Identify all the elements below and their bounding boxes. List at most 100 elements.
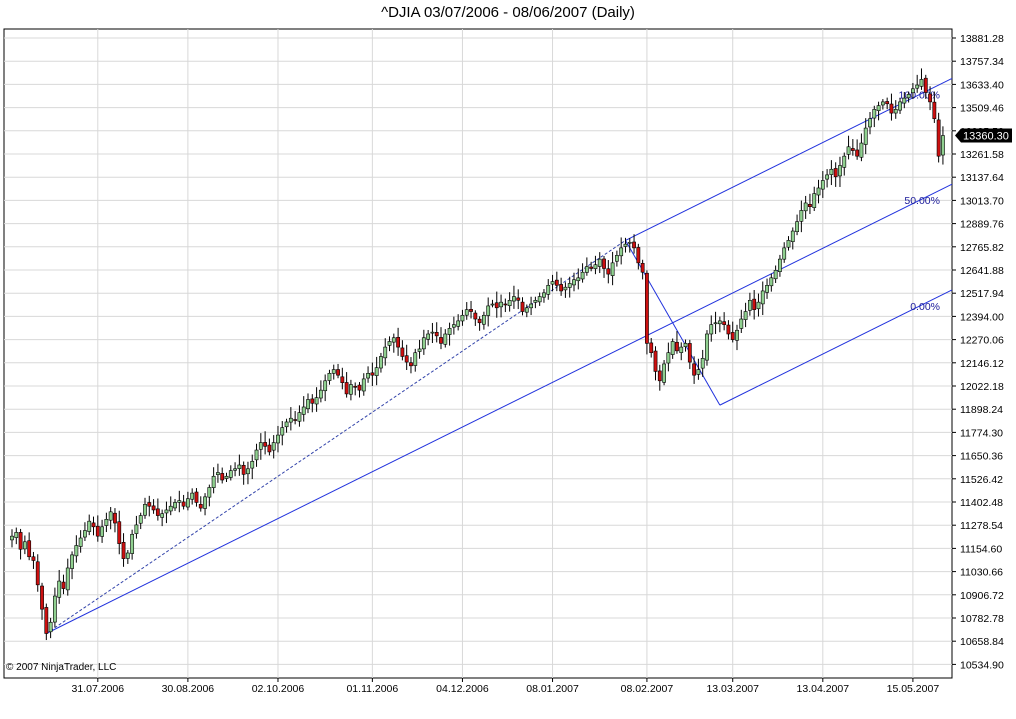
- y-tick-label: 13509.46: [960, 103, 1004, 115]
- candle-body: [323, 380, 328, 392]
- candle-body: [520, 301, 525, 312]
- candle-body: [589, 266, 594, 269]
- candle-body: [349, 384, 353, 395]
- candle-body: [747, 300, 752, 311]
- candle-body: [868, 118, 872, 128]
- candle-body: [104, 519, 109, 526]
- candle-body: [765, 285, 769, 293]
- dashed-trendline: [46, 239, 626, 634]
- candle-body: [27, 540, 32, 558]
- candle-body: [151, 505, 156, 511]
- copyright-text: © 2007 NinjaTrader, LLC: [6, 662, 117, 673]
- candle-body: [850, 148, 855, 151]
- y-tick-label: 13013.70: [960, 195, 1004, 207]
- candle-body: [400, 347, 405, 357]
- candle-body: [421, 337, 426, 350]
- candle-body: [486, 305, 491, 316]
- candle-body: [898, 101, 902, 111]
- candle-body: [576, 277, 581, 282]
- candle-body: [306, 399, 310, 410]
- candle-body: [168, 505, 173, 512]
- candle-body: [477, 318, 482, 324]
- trendline: [46, 239, 626, 634]
- y-tick-label: 10782.78: [960, 613, 1004, 625]
- candle-body: [490, 303, 495, 306]
- candle-body: [816, 187, 821, 196]
- candle-body: [327, 373, 332, 381]
- x-tick-label: 30.08.2006: [162, 683, 215, 695]
- candle-body: [22, 541, 27, 550]
- y-tick-label: 12765.82: [960, 242, 1004, 254]
- candle-body: [271, 442, 276, 451]
- candle-body: [113, 512, 117, 524]
- candle-body: [147, 502, 152, 507]
- candle-body: [593, 264, 598, 269]
- candle-body: [730, 332, 735, 340]
- candle-body: [623, 243, 628, 247]
- candle-body: [18, 532, 23, 550]
- candle-body: [606, 268, 611, 275]
- y-tick-label: 11154.60: [960, 543, 1002, 555]
- y-tick-label: 11030.66: [960, 567, 1003, 579]
- y-tick-label: 11650.36: [960, 451, 1003, 463]
- candle-body: [237, 464, 242, 469]
- candle-body: [310, 398, 315, 404]
- candle-body: [752, 298, 757, 310]
- candle-body: [910, 88, 915, 94]
- candle-body: [14, 532, 19, 538]
- candle-body: [941, 135, 945, 156]
- candle-body: [572, 279, 576, 286]
- candle-body: [778, 258, 782, 272]
- candle-body: [880, 101, 885, 106]
- candle-body: [83, 530, 87, 538]
- y-tick-label: 12394.00: [960, 311, 1004, 323]
- candle-body: [563, 286, 568, 291]
- y-tick-label: 11278.54: [960, 520, 1003, 532]
- candle-body: [366, 373, 370, 379]
- y-tick-label: 12517.94: [960, 288, 1004, 300]
- y-tick-label: 12641.88: [960, 265, 1004, 277]
- candle-body: [640, 263, 645, 273]
- x-axis: 31.07.2006 30.08.2006 02.10.2006 01.11.2006…: [72, 678, 939, 695]
- candle-body: [70, 554, 74, 569]
- candle-body: [117, 521, 122, 544]
- candle-body: [173, 502, 177, 509]
- candle-body: [10, 535, 14, 541]
- candle-body: [220, 473, 225, 481]
- candle-body: [280, 427, 285, 436]
- candle-body: [863, 127, 868, 145]
- candle-body: [203, 496, 207, 509]
- y-tick-label: 11526.42: [960, 474, 1003, 486]
- candle-body: [288, 417, 293, 423]
- y-tick-label: 11402.48: [960, 497, 1003, 509]
- candle-body: [760, 290, 765, 305]
- candle-body: [915, 84, 920, 89]
- candle-body: [795, 221, 799, 232]
- candle-body: [829, 168, 834, 175]
- candle-body: [78, 537, 83, 547]
- candle-body: [74, 545, 79, 557]
- candle-body: [164, 509, 169, 514]
- candle-body: [48, 621, 53, 633]
- y-tick-label: 10906.72: [960, 590, 1004, 602]
- candle-body: [108, 511, 113, 521]
- candle-body: [396, 336, 401, 348]
- candle-body: [700, 358, 705, 369]
- candle-body: [649, 342, 654, 354]
- candle-body: [739, 318, 744, 329]
- candle-body: [404, 355, 409, 363]
- candle-body: [138, 515, 143, 524]
- last-price-box: [955, 128, 1012, 143]
- candle-body: [773, 270, 778, 280]
- x-tick-label: 02.10.2006: [252, 683, 305, 695]
- candle-body: [370, 372, 375, 376]
- candle-body: [524, 307, 529, 313]
- candle-body: [181, 501, 186, 507]
- candle-body: [786, 240, 791, 248]
- candle-body: [657, 370, 662, 382]
- candle-body: [726, 324, 731, 335]
- candle-body: [645, 272, 649, 344]
- candle-body: [507, 300, 512, 306]
- candle-body: [211, 475, 216, 488]
